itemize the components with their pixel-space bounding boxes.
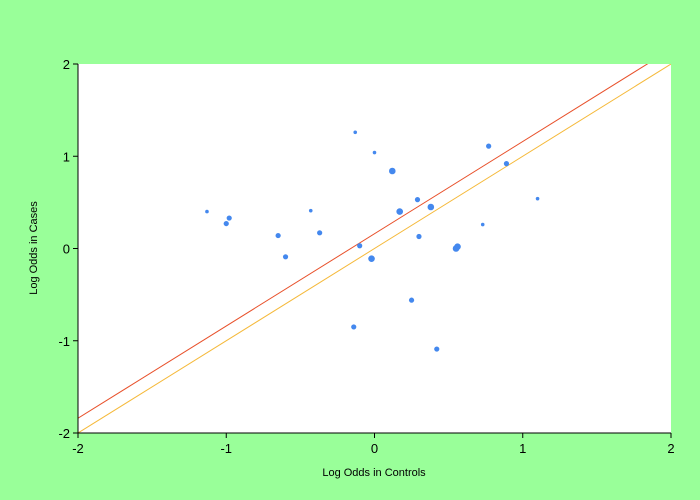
data-point — [396, 208, 404, 215]
data-point — [353, 130, 358, 135]
data-point — [223, 220, 229, 227]
y-ticks: -2 -1 0 1 2 — [58, 57, 78, 441]
x-ticks: -2 -1 0 1 2 — [72, 433, 675, 456]
x-axis-title: Log Odds in Controls — [322, 467, 426, 479]
data-point — [317, 230, 323, 236]
data-point — [226, 215, 232, 221]
data-point — [414, 197, 421, 203]
x-tick-label: 0 — [371, 441, 378, 456]
x-tick-label: 1 — [519, 441, 526, 456]
data-point — [503, 161, 510, 167]
data-points — [205, 130, 540, 352]
fit-line — [78, 64, 649, 419]
y-tick-label: 1 — [63, 149, 70, 164]
data-point — [351, 324, 357, 330]
y-tick-label: 0 — [63, 242, 70, 257]
data-point — [205, 209, 209, 214]
x-tick-label: 2 — [667, 441, 674, 456]
data-point — [282, 254, 289, 260]
y-tick-label: -1 — [58, 334, 70, 349]
y-tick-label: -2 — [58, 426, 70, 441]
equality-line — [78, 64, 671, 433]
data-point — [275, 232, 281, 239]
y-tick-label: 2 — [63, 57, 70, 72]
data-point — [427, 203, 435, 211]
data-point — [434, 346, 440, 352]
data-point — [454, 243, 461, 250]
data-point — [535, 196, 540, 201]
data-point — [480, 222, 485, 227]
data-point — [416, 233, 422, 240]
data-point — [408, 297, 415, 303]
reference-lines — [78, 64, 671, 433]
y-axis-title: Log Odds in Cases — [28, 201, 40, 295]
x-tick-label: -1 — [220, 441, 232, 456]
data-point — [368, 255, 375, 262]
data-point — [308, 208, 313, 213]
data-point — [357, 243, 363, 249]
data-point — [486, 143, 492, 149]
data-point — [372, 150, 377, 155]
x-tick-label: -2 — [72, 441, 84, 456]
data-point — [388, 167, 396, 175]
